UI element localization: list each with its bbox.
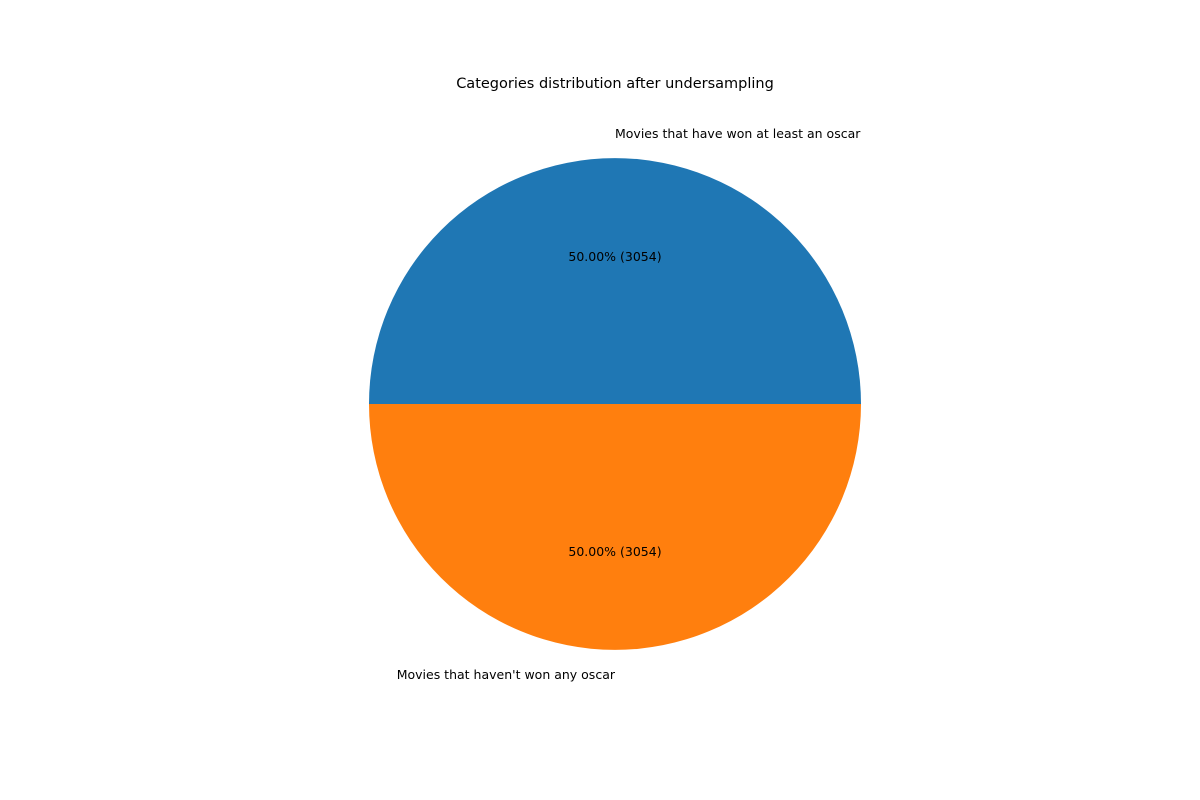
pie-slices [369,158,861,650]
pie-percent-label-1: 50.00% (3054) [568,544,661,559]
pie-percent-label-0: 50.00% (3054) [568,249,661,264]
pie-slice-label-0: Movies that have won at least an oscar [615,126,861,141]
pie-slice-1 [369,404,861,650]
chart-title: Categories distribution after undersampl… [456,76,774,92]
pie-slice-label-1: Movies that haven't won any oscar [397,667,616,682]
pie-labels: 50.00% (3054) Movies that have won at lea… [397,126,862,682]
pie-slice-0 [369,158,861,404]
